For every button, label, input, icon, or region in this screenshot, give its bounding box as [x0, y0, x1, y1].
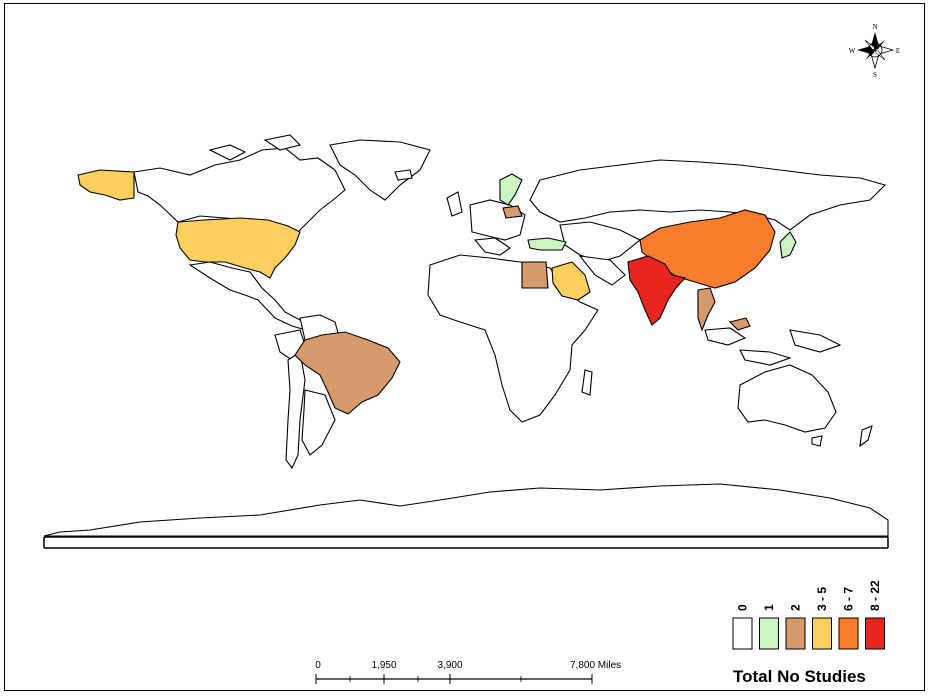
legend-label-4: 6 - 7 [842, 587, 856, 611]
map-frame [4, 3, 925, 691]
country-india [627, 255, 687, 326]
map-extent [43, 536, 889, 549]
country-malaysia [728, 317, 751, 331]
compass-east-label: E [896, 47, 900, 55]
legend-label-2: 2 [789, 604, 803, 611]
legend-label-3: 3 - 5 [815, 587, 829, 611]
country-brazil [294, 331, 401, 415]
country-thailand [697, 287, 716, 332]
country-turkey [527, 237, 567, 251]
legend-swatch-5 [865, 617, 885, 650]
legend-swatch-3 [812, 617, 832, 650]
compass-west-label: W [849, 47, 856, 55]
country-australia [737, 364, 837, 433]
country-russia [529, 159, 887, 231]
scale-tick-0: 0 [315, 660, 321, 671]
legend: 0 1 2 3 - 5 6 - 7 8 - 22 Total No Studies [732, 580, 885, 686]
legend-label-0: 0 [736, 604, 750, 611]
country-alaska [77, 169, 135, 201]
legend-title: Total No Studies [733, 667, 866, 686]
continent-antarctica [43, 483, 889, 537]
compass-south-label: S [873, 71, 877, 79]
scale-bar: 0 1,950 3,900 7,800 Miles [315, 660, 621, 684]
country-greenland [329, 139, 431, 201]
compass-rose-icon: N S E W [849, 23, 900, 79]
country-poland [502, 205, 523, 219]
country-saudi-arabia [551, 261, 591, 301]
scale-tick-7800: 7,800 Miles [570, 660, 621, 671]
legend-swatches: 0 1 2 3 - 5 6 - 7 8 - 22 [732, 580, 885, 650]
compass-north-label: N [872, 23, 877, 31]
legend-swatch-1 [759, 617, 779, 650]
legend-label-5: 8 - 22 [868, 580, 882, 611]
legend-swatch-0 [732, 617, 753, 650]
country-japan [779, 231, 797, 259]
country-egypt [521, 261, 549, 289]
scale-tick-1950: 1,950 [371, 660, 396, 671]
country-sweden [499, 173, 523, 206]
legend-swatch-2 [785, 617, 806, 650]
land-base [43, 134, 889, 537]
legend-swatch-4 [838, 617, 859, 650]
highlighted-countries [77, 169, 797, 415]
scale-tick-3900: 3,900 [437, 660, 462, 671]
legend-label-1: 1 [762, 604, 776, 611]
country-united-states [175, 217, 301, 279]
country-mexico [188, 261, 311, 331]
